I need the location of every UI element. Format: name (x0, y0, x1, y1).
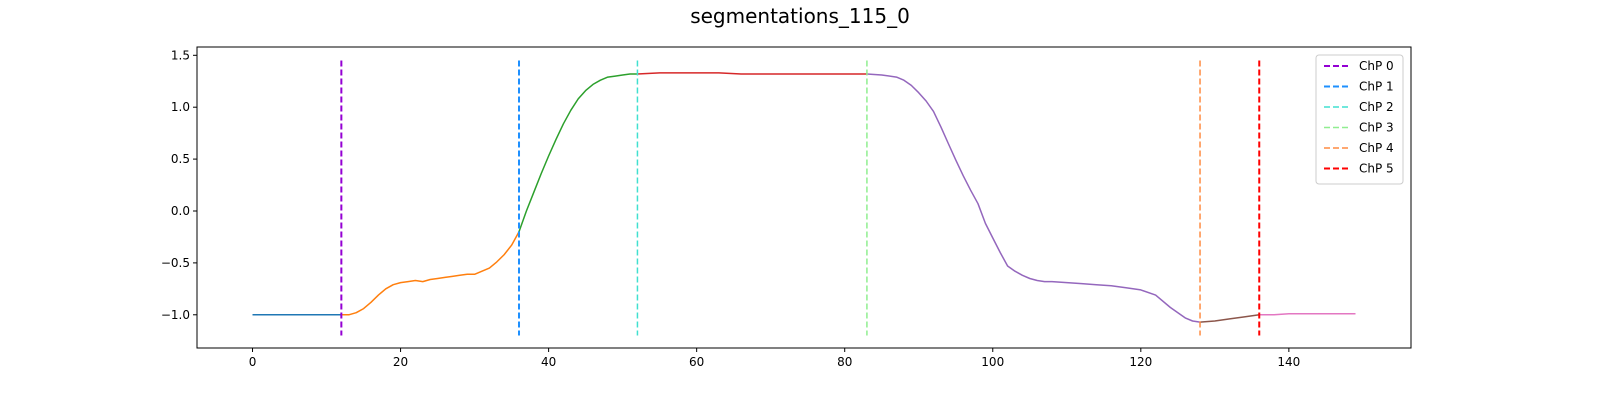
x-tick-label: 100 (981, 355, 1004, 369)
legend-label: ChP 3 (1359, 121, 1394, 135)
y-tick-label: 1.0 (171, 100, 190, 114)
plot-frame (196, 46, 1412, 349)
series-line-5 (1199, 314, 1260, 323)
y-tick-label: 0.5 (171, 152, 190, 166)
series-line-2 (518, 73, 638, 233)
chart-title: segmentations_115_0 (690, 4, 910, 28)
x-tick-label: 40 (541, 355, 556, 369)
x-tick-label: 20 (393, 355, 408, 369)
series-line-1 (341, 231, 520, 316)
legend-label: ChP 5 (1359, 162, 1394, 176)
x-tick-label: 120 (1129, 355, 1152, 369)
x-tick-label: 60 (689, 355, 704, 369)
legend-label: ChP 1 (1359, 80, 1394, 94)
x-tick-label: 80 (837, 355, 852, 369)
legend-label: ChP 2 (1359, 100, 1394, 114)
x-tick-label: 140 (1277, 355, 1300, 369)
legend-label: ChP 4 (1359, 141, 1394, 155)
y-tick-label: −1.0 (161, 308, 190, 322)
x-tick-label: 0 (249, 355, 257, 369)
series-line-3 (637, 72, 867, 75)
y-tick-label: −0.5 (161, 256, 190, 270)
y-tick-label: 1.5 (171, 48, 190, 62)
y-tick-label: 0.0 (171, 204, 190, 218)
legend-label: ChP 0 (1359, 59, 1394, 73)
series-line-6 (1259, 312, 1356, 316)
series-line-4 (866, 73, 1201, 323)
